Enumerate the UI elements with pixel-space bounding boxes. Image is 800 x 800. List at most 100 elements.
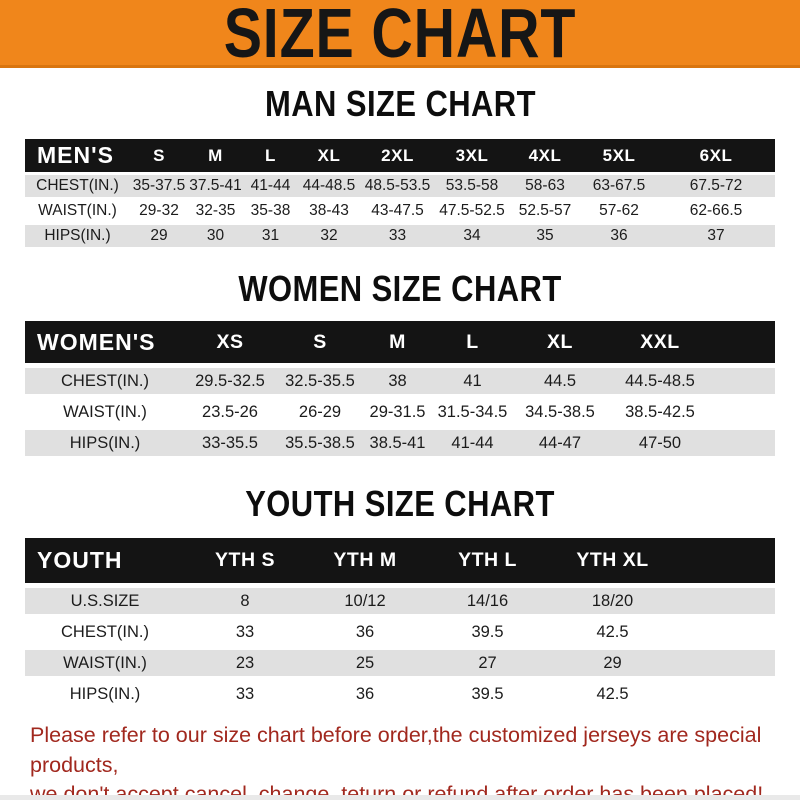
table-row: U.S.SIZE 8 10/12 14/16 18/20 bbox=[25, 588, 775, 614]
table-title: MEN'S bbox=[37, 142, 114, 168]
table-title: WOMEN'S bbox=[37, 328, 156, 355]
row-label: U.S.SIZE bbox=[70, 591, 140, 610]
size-value-cell: 32-35 bbox=[195, 202, 236, 219]
column-header: XXL bbox=[640, 330, 680, 353]
size-value-cell: 29-31.5 bbox=[369, 402, 426, 421]
size-value-cell: 34.5-38.5 bbox=[525, 402, 595, 421]
footer-disclaimer: Please refer to our size chart before or… bbox=[0, 721, 800, 800]
column-header: YTH M bbox=[333, 549, 397, 571]
size-value-cell: 57-62 bbox=[599, 202, 639, 219]
size-value-cell: 35 bbox=[536, 227, 554, 244]
size-value-cell: 35-38 bbox=[250, 202, 291, 219]
row-label: HIPS(IN.) bbox=[69, 433, 141, 452]
row-label: WAIST(IN.) bbox=[63, 653, 147, 672]
size-value-cell: 35.5-38.5 bbox=[285, 433, 355, 452]
size-value-cell: 25 bbox=[355, 653, 375, 672]
sections-container: MAN SIZE CHART MEN'S S M L XL 2XL 3XL 4XL 5XL 6XL C… bbox=[0, 85, 800, 707]
size-value-cell: 33 bbox=[235, 622, 255, 641]
column-header: 4XL bbox=[528, 145, 562, 165]
banner: SIZE CHART bbox=[0, 0, 800, 68]
size-value-cell: 36 bbox=[610, 227, 628, 244]
size-value-cell: 39.5 bbox=[471, 622, 504, 641]
table-title: YOUTH bbox=[37, 547, 123, 573]
row-label: CHEST(IN.) bbox=[36, 177, 119, 194]
table-header-row: MEN'S S M L XL 2XL 3XL 4XL 5XL 6XL bbox=[25, 139, 775, 172]
size-value-cell: 31.5-34.5 bbox=[437, 402, 508, 421]
size-value-cell: 42.5 bbox=[596, 622, 629, 641]
size-value-cell: 27 bbox=[478, 653, 497, 672]
section-heading: WOMEN SIZE CHART bbox=[0, 270, 800, 308]
size-value-cell: 67.5-72 bbox=[689, 177, 743, 194]
size-value-cell: 38 bbox=[388, 371, 407, 390]
section-heading-text: YOUTH SIZE CHART bbox=[245, 483, 555, 524]
column-header: 2XL bbox=[381, 145, 414, 165]
row-label: WAIST(IN.) bbox=[63, 402, 147, 421]
table-row: WAIST(IN.) 23 25 27 29 bbox=[25, 650, 775, 676]
size-value-cell: 39.5 bbox=[471, 684, 504, 703]
section-women-size-chart: WOMEN SIZE CHART WOMEN'S XS S M L XL XXL CHEST(I… bbox=[0, 270, 800, 456]
size-value-cell: 47-50 bbox=[638, 433, 682, 452]
size-value-cell: 32.5-35.5 bbox=[285, 371, 355, 390]
column-header: XL bbox=[547, 330, 573, 353]
table-header-row: YOUTH YTH S YTH M YTH L YTH XL bbox=[25, 538, 775, 583]
size-value-cell: 58-63 bbox=[525, 177, 565, 194]
column-header: YTH XL bbox=[576, 549, 649, 571]
size-value-cell: 35-37.5 bbox=[132, 177, 186, 194]
table-row: CHEST(IN.) 33 36 39.5 42.5 bbox=[25, 619, 775, 645]
size-value-cell: 52.5-57 bbox=[518, 202, 572, 219]
column-header: S bbox=[313, 330, 327, 353]
size-value-cell: 43-47.5 bbox=[371, 202, 424, 219]
row-label: WAIST(IN.) bbox=[38, 202, 117, 219]
table-row: WAIST(IN.) 29-32 32-35 35-38 38-43 43-47.5 47.… bbox=[25, 200, 775, 222]
size-value-cell: 31 bbox=[261, 227, 280, 244]
size-value-cell: 23.5-26 bbox=[202, 402, 258, 421]
size-value-cell: 33-35.5 bbox=[202, 433, 258, 452]
section-heading-text: WOMEN SIZE CHART bbox=[238, 268, 562, 309]
section-man-size-chart: MAN SIZE CHART MEN'S S M L XL 2XL 3XL 4XL 5XL 6XL C… bbox=[0, 85, 800, 247]
size-value-cell: 38.5-42.5 bbox=[625, 402, 695, 421]
size-value-cell: 41-44 bbox=[250, 177, 291, 194]
table-row: WAIST(IN.) 23.5-26 26-29 29-31.5 31.5-34.5 34… bbox=[25, 399, 775, 425]
size-value-cell: 18/20 bbox=[591, 591, 634, 610]
size-value-cell: 29.5-32.5 bbox=[195, 371, 265, 390]
size-value-cell: 23 bbox=[235, 653, 255, 672]
size-value-cell: 44-47 bbox=[538, 433, 582, 452]
row-label: HIPS(IN.) bbox=[44, 227, 111, 244]
row-label: CHEST(IN.) bbox=[61, 622, 149, 641]
size-value-cell: 38-43 bbox=[309, 202, 349, 219]
table-header-row: WOMEN'S XS S M L XL XXL bbox=[25, 321, 775, 363]
bottom-edge-strip bbox=[0, 795, 800, 800]
column-header: M bbox=[389, 330, 406, 353]
section-heading: YOUTH SIZE CHART bbox=[0, 485, 800, 523]
size-table-women-size-chart: WOMEN'S XS S M L XL XXL CHEST(IN.) 29.5-32.5 32.5… bbox=[25, 321, 775, 456]
column-header: 6XL bbox=[699, 145, 733, 165]
size-value-cell: 33 bbox=[235, 684, 255, 703]
column-header: S bbox=[153, 145, 165, 165]
size-value-cell: 44-48.5 bbox=[302, 177, 356, 194]
size-value-cell: 37 bbox=[707, 227, 725, 244]
size-value-cell: 29 bbox=[603, 653, 622, 672]
size-table-man-size-chart: MEN'S S M L XL 2XL 3XL 4XL 5XL 6XL CHEST(IN.) 35-37… bbox=[25, 139, 775, 247]
size-value-cell: 41-44 bbox=[451, 433, 494, 452]
column-header: XS bbox=[216, 330, 244, 353]
size-value-cell: 33 bbox=[388, 227, 407, 244]
size-value-cell: 62-66.5 bbox=[689, 202, 743, 219]
column-header: 5XL bbox=[602, 145, 636, 165]
column-header: YTH S bbox=[215, 549, 275, 571]
column-header: L bbox=[265, 145, 276, 165]
section-heading-text: MAN SIZE CHART bbox=[264, 83, 536, 124]
row-label: HIPS(IN.) bbox=[69, 684, 141, 703]
size-value-cell: 29-32 bbox=[139, 202, 179, 219]
column-header: 3XL bbox=[455, 145, 489, 165]
column-header: XL bbox=[317, 145, 341, 165]
size-table-youth-size-chart: YOUTH YTH S YTH M YTH L YTH XL U.S.SIZE 8 10/12… bbox=[25, 538, 775, 707]
size-value-cell: 63-67.5 bbox=[592, 177, 646, 194]
table-row: CHEST(IN.) 29.5-32.5 32.5-35.5 38 41 44.5 44.5… bbox=[25, 368, 775, 394]
table-row: CHEST(IN.) 35-37.5 37.5-41 41-44 44-48.5 48.5… bbox=[25, 175, 775, 197]
table-row: HIPS(IN.) 33-35.5 35.5-38.5 38.5-41 41-44 44-… bbox=[25, 430, 775, 456]
size-value-cell: 34 bbox=[463, 227, 481, 244]
banner-title: SIZE CHART bbox=[223, 0, 577, 72]
size-value-cell: 26-29 bbox=[298, 402, 342, 421]
size-value-cell: 41 bbox=[463, 371, 482, 390]
